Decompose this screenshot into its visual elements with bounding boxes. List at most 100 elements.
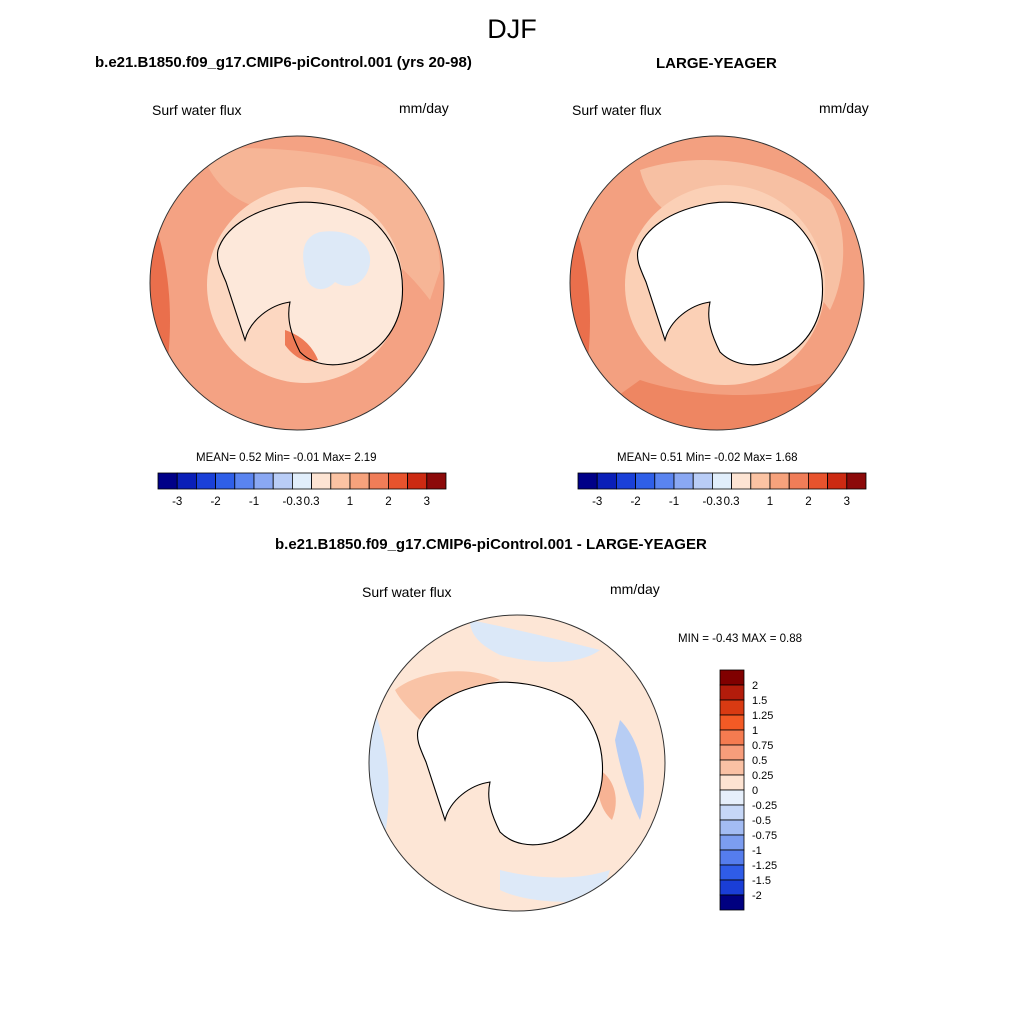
panel3-field-pos-northwest: [395, 671, 500, 720]
panel3-map-border: [368, 614, 666, 912]
panel2-colorbar-swatch: [769, 472, 790, 490]
panel3-variable: Surf water flux: [362, 584, 452, 600]
panel3-colorbar-swatch: [719, 759, 745, 776]
panel2-colorbar-tick-label: 3: [844, 496, 850, 508]
panel3-colorbar-swatch: [719, 864, 745, 881]
panel1-colorbar-swatch: [253, 472, 274, 490]
panel2-colorbar-tick-label: 0.3: [724, 496, 740, 508]
panel1-colorbar-swatch: [157, 472, 178, 490]
panel3-colorbar-swatch: [719, 819, 745, 836]
panel2-colorbar-swatch: [596, 472, 617, 490]
panel3-colorbar-swatch: [719, 789, 745, 806]
panel2-units: mm/day: [819, 100, 869, 116]
panel3-field-pos-east: [598, 770, 616, 820]
panel2-coastline: [636, 201, 824, 366]
panel1-colorbar-tick-label: 3: [424, 496, 430, 508]
panel1-colorbar-swatch: [195, 472, 216, 490]
panel3-colorbar-tick-label: -0.5: [752, 815, 771, 827]
panel2-colorbar-swatch: [788, 472, 809, 490]
panel2-colorbar-tick-label: -3: [592, 496, 602, 508]
panel2-colorbar-swatch: [692, 472, 713, 490]
panel1-colorbar-tick-label: -0.3: [282, 496, 302, 508]
panel3-colorbar-tick-label: 1.5: [752, 695, 767, 707]
panel3-colorbar-swatch: [719, 834, 745, 851]
panel2-colorbar-swatch: [846, 472, 867, 490]
panel3-colorbar-swatch: [719, 774, 745, 791]
panel3-colorbar: 2 1.5 1.25 1 0.75 0.5 0.25 0 -0.25 -0.5 -0.75 -1 -1.…: [719, 669, 777, 911]
panel3-colorbar-swatch: [719, 879, 745, 896]
panel2-colorbar-swatch: [750, 472, 771, 490]
panel1-colorbar-tick-label: -3: [172, 496, 182, 508]
panel1-colorbar-swatch: [176, 472, 197, 490]
panel2-colorbar-tick-label: -1: [669, 496, 679, 508]
panel3-colorbar-tick-label: 0.75: [752, 740, 773, 752]
panel2-colorbar-tick-label: 2: [805, 496, 811, 508]
panel3-field-neg-north: [470, 620, 600, 662]
panel1-colorbar-swatch: [215, 472, 236, 490]
panel1-colorbar-swatch: [272, 472, 293, 490]
panel3-map: [368, 614, 666, 912]
panel3-colorbar-tick-label: -1.5: [752, 875, 771, 887]
panel2-map-border: [569, 135, 865, 431]
panel1-stats: MEAN= 0.52 Min= -0.01 Max= 2.19: [196, 452, 377, 464]
panel3-colorbar-swatch: [719, 669, 745, 686]
panel3-colorbar-tick-label: -2: [752, 890, 762, 902]
panel2-colorbar-swatch: [577, 472, 598, 490]
panel3-field-neg-east: [615, 720, 644, 820]
panel3-coastline: [416, 681, 604, 846]
panel3-colorbar-tick-label: -1.25: [752, 860, 777, 872]
panel2-colorbar-swatch: [635, 472, 656, 490]
panel1-title: b.e21.B1850.f09_g17.CMIP6-piControl.001 …: [95, 54, 472, 71]
panel3-colorbar-tick-label: 1.25: [752, 710, 773, 722]
panel1-colorbar-swatch: [407, 472, 428, 490]
panel2-colorbar-swatch: [731, 472, 752, 490]
panel2-colorbar-swatch: [654, 472, 675, 490]
panel3-colorbar-swatch: [719, 744, 745, 761]
panel1-colorbar-tick-label: -2: [210, 496, 220, 508]
panel2-colorbar-swatch: [616, 472, 637, 490]
panel3-colorbar-swatch: [719, 849, 745, 866]
panel2-colorbar-swatch: [808, 472, 829, 490]
panel1-coastline: [216, 201, 404, 366]
panel3-colorbar-swatch: [719, 714, 745, 731]
panel1-colorbar-swatch: [368, 472, 389, 490]
panel3-colorbar-swatch: [719, 684, 745, 701]
panel3-colorbar-swatch: [719, 699, 745, 716]
panel2-colorbar-tick-label: -2: [630, 496, 640, 508]
panel1-map-border: [149, 135, 445, 431]
panel2-colorbar-tick-label: 1: [767, 496, 773, 508]
main-title: DJF: [487, 14, 537, 44]
panel3-colorbar-tick-label: 0.25: [752, 770, 773, 782]
panel3-colorbar-tick-label: 1: [752, 725, 758, 737]
panel3-colorbar-swatch: [719, 894, 745, 911]
panel3-colorbar-tick-label: 2: [752, 680, 758, 692]
panel1-field-low-east: [303, 231, 371, 290]
panel3-units: mm/day: [610, 581, 660, 597]
panel2-colorbar-swatch: [673, 472, 694, 490]
panel2-variable: Surf water flux: [572, 102, 662, 118]
panel3-colorbar-tick-label: 0: [752, 785, 758, 797]
panel1-colorbar-swatch: [426, 472, 447, 490]
panel1-colorbar-swatch: [291, 472, 312, 490]
panel1-colorbar-swatch: [387, 472, 408, 490]
panel3-continent-mask: [417, 682, 603, 845]
panel2-colorbar-swatch: [827, 472, 848, 490]
panel3-colorbar-tick-label: -1: [752, 845, 762, 857]
panel3-stats: MIN = -0.43 MAX = 0.88: [678, 633, 803, 645]
panel1-colorbar-swatch: [234, 472, 255, 490]
panel1-variable: Surf water flux: [152, 102, 242, 118]
panel3-colorbar-swatch: [719, 729, 745, 746]
panel3-colorbar-tick-label: -0.25: [752, 800, 777, 812]
panel1-colorbar-tick-label: 1: [347, 496, 353, 508]
panel1-units: mm/day: [399, 100, 449, 116]
panel3-colorbar-tick-label: 0.5: [752, 755, 767, 767]
panel1-colorbar: -3 -2 -1 -0.3 0.3 1 2 3: [157, 472, 447, 508]
panel3-title: b.e21.B1850.f09_g17.CMIP6-piControl.001 …: [275, 536, 707, 553]
panel2-colorbar-swatch: [712, 472, 733, 490]
panel1-map: [149, 135, 445, 431]
panel3-field-neg-south: [500, 870, 610, 902]
panel1-colorbar-tick-label: -1: [249, 496, 259, 508]
panel2-colorbar: -3 -2 -1 -0.3 0.3 1 2 3: [577, 472, 867, 508]
panel2-continent-mask: [637, 202, 823, 365]
